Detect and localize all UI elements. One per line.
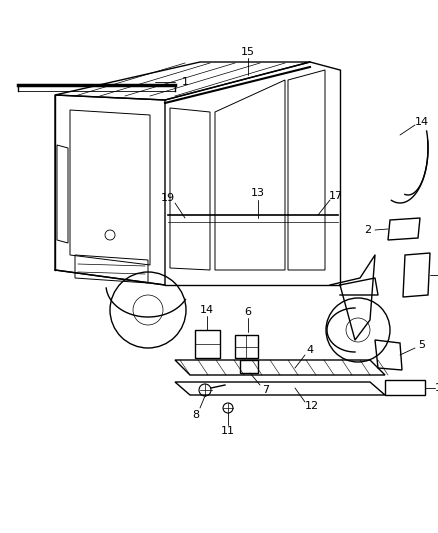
Text: 6: 6: [244, 307, 251, 317]
Text: 14: 14: [415, 117, 429, 127]
Text: 11: 11: [221, 426, 235, 436]
Text: 5: 5: [418, 340, 425, 350]
Text: 8: 8: [192, 410, 200, 420]
Text: 10: 10: [435, 383, 438, 393]
Text: 19: 19: [161, 193, 175, 203]
Text: 12: 12: [305, 401, 319, 411]
Text: 1: 1: [181, 77, 188, 87]
Text: 2: 2: [364, 225, 371, 235]
Text: 17: 17: [329, 191, 343, 201]
Text: 4: 4: [307, 345, 314, 355]
Text: 15: 15: [241, 47, 255, 57]
Text: 14: 14: [200, 305, 214, 315]
Text: 7: 7: [262, 385, 269, 395]
Text: 13: 13: [251, 188, 265, 198]
